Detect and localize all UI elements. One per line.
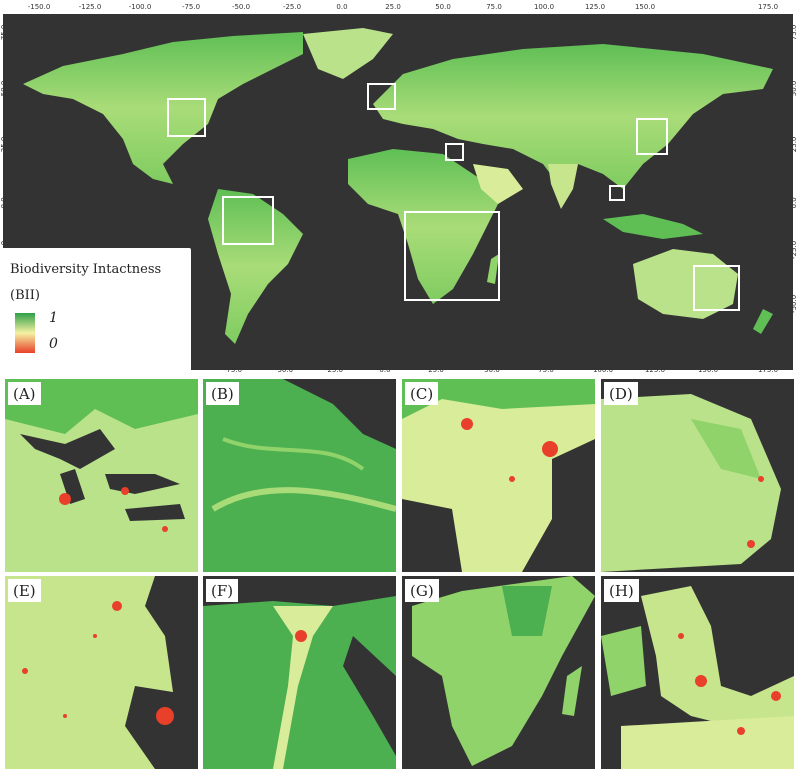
x-tick-bottom: 25.0 (428, 366, 444, 374)
x-tick-top: 150.0 (634, 3, 656, 11)
panel-label: (D) (604, 382, 638, 405)
x-tick-bottom: 100.0 (592, 366, 614, 374)
x-tick-top: 100.0 (533, 3, 555, 11)
inset-box-a (167, 98, 206, 137)
y-tick-left: 75.0 (0, 24, 8, 41)
world-map: -150.0 -125.0 -100.0 -75.0 -50.0 -25.0 0… (0, 0, 800, 376)
panel-e-map (5, 576, 198, 769)
inset-panels: (A) (B) (C) (D) (0, 377, 800, 771)
x-tick-bottom: 0.0 (379, 366, 391, 374)
panel-label: (G) (405, 579, 439, 602)
panel-d: (D) (601, 379, 794, 572)
legend-subtitle: (BII) (10, 288, 40, 303)
y-tick-right: 25.0 (790, 136, 798, 153)
x-tick-bottom: 175.0 (757, 366, 779, 374)
panel-f-map (203, 576, 396, 769)
y-tick-right: 50.0 (790, 80, 798, 97)
y-tick-right: 75.0 (790, 24, 798, 41)
x-tick-top: 75.0 (486, 3, 502, 11)
new-zealand (753, 309, 773, 334)
north-america (23, 32, 303, 184)
panel-h: (H) (601, 576, 794, 769)
map-legend: Biodiversity Intactness (BII) 1 0 (1, 248, 191, 370)
x-tick-bottom: -50.0 (274, 366, 294, 374)
inset-box-f (445, 143, 464, 161)
legend-min-label: 0 (49, 336, 58, 352)
x-tick-bottom: -25.0 (324, 366, 344, 374)
india (548, 164, 578, 209)
south-america (208, 189, 303, 344)
x-tick-top: -50.0 (231, 3, 251, 11)
x-tick-top: -100.0 (128, 3, 152, 11)
legend-color-ramp (15, 313, 35, 353)
panel-label: (F) (206, 579, 239, 602)
africa (348, 149, 503, 304)
y-tick-left: 25.0 (0, 136, 8, 153)
indonesia (603, 214, 703, 239)
y-tick-left: 0.0 (0, 197, 8, 209)
panel-b: (B) (203, 379, 396, 572)
x-tick-top: -75.0 (181, 3, 201, 11)
inset-box-d (693, 265, 740, 311)
panel-b-map (203, 379, 396, 572)
panel-label: (C) (405, 382, 439, 405)
x-tick-top: 0.0 (336, 3, 348, 11)
panel-d-map (601, 379, 794, 572)
madagascar (487, 254, 499, 284)
inset-box-h (367, 83, 396, 110)
x-tick-top: 25.0 (385, 3, 401, 11)
inset-box-b (222, 196, 274, 245)
x-tick-bottom: 150.0 (697, 366, 719, 374)
y-tick-right: 0.0 (790, 197, 798, 209)
x-tick-bottom: 125.0 (644, 366, 666, 374)
panel-g-map (402, 576, 595, 769)
panel-c: (C) (402, 379, 595, 572)
world-landmass (23, 28, 773, 344)
panel-e: (E) (5, 576, 198, 769)
panel-g: (G) (402, 576, 595, 769)
panel-f: (F) (203, 576, 396, 769)
arabia (473, 164, 523, 204)
x-tick-top: -25.0 (282, 3, 302, 11)
panel-label: (B) (206, 382, 239, 405)
panel-label: (A) (8, 382, 41, 405)
inset-box-g (404, 211, 500, 301)
greenland (303, 28, 393, 79)
x-tick-bottom: 75.0 (538, 366, 554, 374)
panel-a: (A) (5, 379, 198, 572)
panel-c-map (402, 379, 595, 572)
y-tick-left: 50.0 (0, 80, 8, 97)
x-tick-top: -125.0 (78, 3, 102, 11)
inset-boxes (167, 83, 740, 311)
legend-title: Biodiversity Intactness (10, 262, 162, 277)
panel-h-map (601, 576, 794, 769)
inset-box-c (609, 185, 625, 201)
x-tick-top: -150.0 (27, 3, 51, 11)
x-tick-bottom: -75.0 (223, 366, 243, 374)
panel-label: (E) (8, 579, 41, 602)
panel-a-map (5, 379, 198, 572)
x-tick-top: 50.0 (435, 3, 451, 11)
australia (633, 249, 738, 319)
x-tick-top: 125.0 (584, 3, 606, 11)
y-tick-right: -50.0 (790, 294, 798, 313)
eurasia (373, 44, 773, 189)
legend-max-label: 1 (49, 310, 58, 326)
x-tick-bottom: 50.0 (484, 366, 500, 374)
inset-box-e (636, 118, 668, 155)
x-tick-top: 175.0 (757, 3, 779, 11)
y-tick-right: -25.0 (790, 240, 798, 259)
panel-label: (H) (604, 579, 639, 602)
